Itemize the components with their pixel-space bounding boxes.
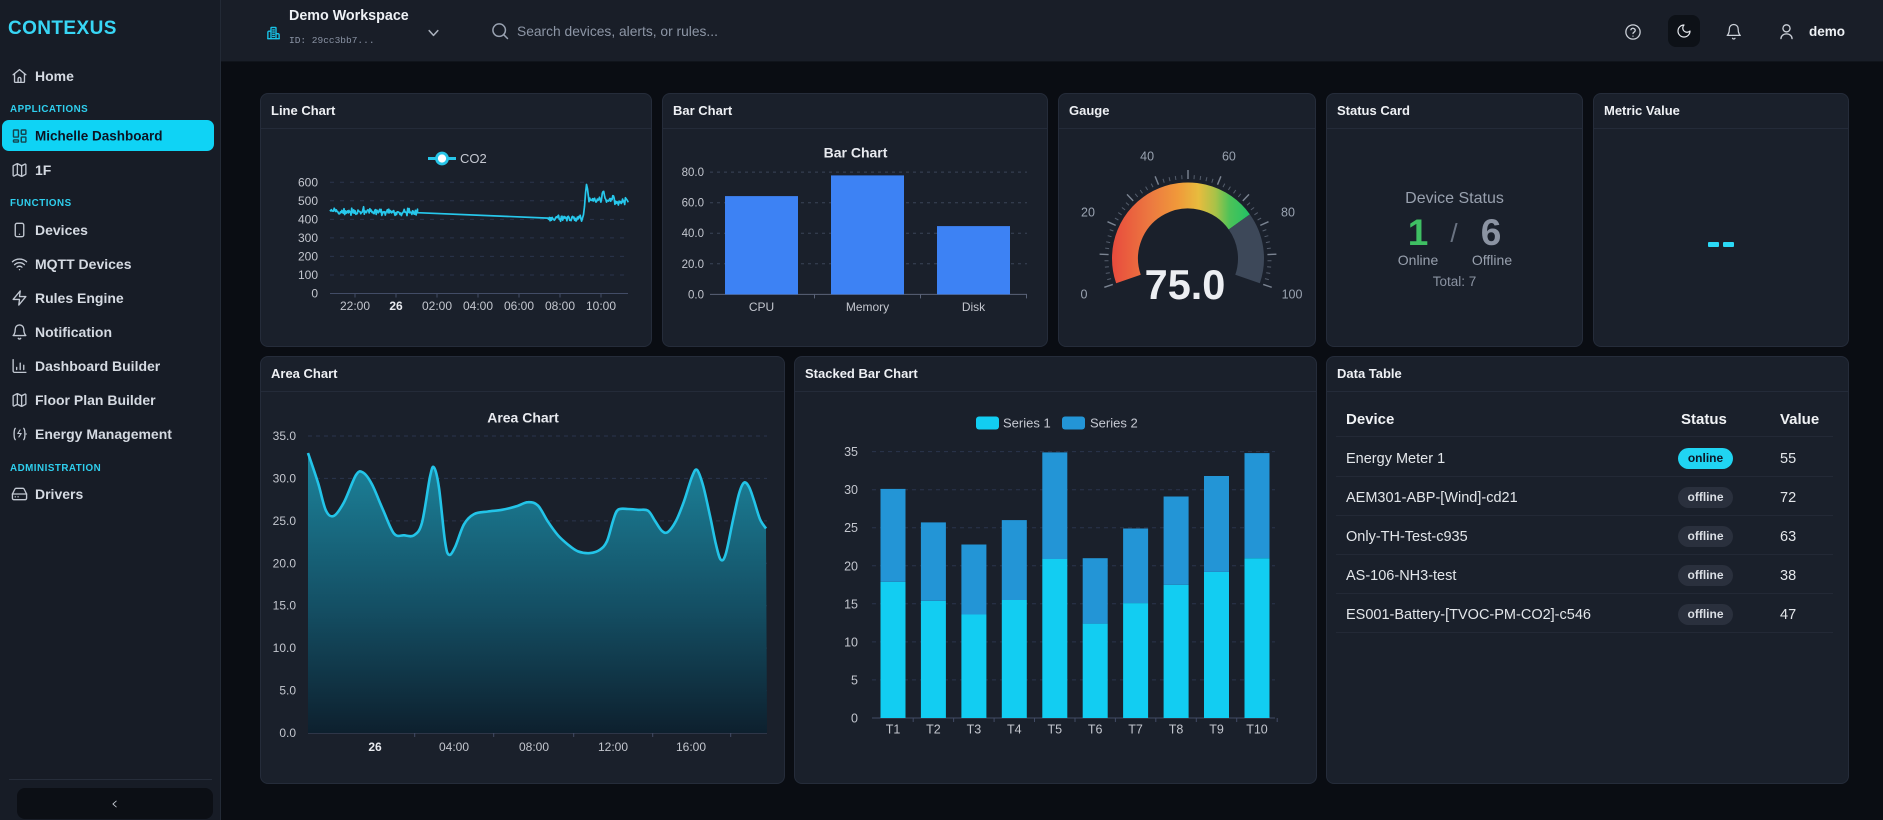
svg-text:200: 200 (298, 249, 318, 263)
svg-text:Area Chart: Area Chart (487, 410, 559, 426)
svg-text:T4: T4 (1007, 723, 1022, 737)
svg-text:30: 30 (844, 483, 858, 497)
svg-text:26: 26 (389, 299, 403, 313)
svg-text:T1: T1 (886, 723, 901, 737)
svg-text:0.0: 0.0 (688, 289, 704, 301)
svg-text:CPU: CPU (749, 300, 774, 314)
svg-text:100: 100 (1282, 287, 1303, 301)
svg-text:30.0: 30.0 (273, 471, 297, 485)
svg-text:08:00: 08:00 (519, 740, 549, 754)
svg-text:26: 26 (368, 740, 382, 754)
svg-text:Memory: Memory (846, 300, 889, 314)
svg-text:15: 15 (844, 597, 858, 611)
svg-text:300: 300 (298, 231, 318, 245)
svg-text:12:00: 12:00 (598, 740, 628, 754)
svg-text:100: 100 (298, 268, 318, 282)
svg-text:75.0: 75.0 (1145, 261, 1226, 308)
svg-text:06:00: 06:00 (504, 299, 534, 313)
svg-text:22:00: 22:00 (340, 299, 370, 313)
svg-text:04:00: 04:00 (463, 299, 493, 313)
svg-text:0.0: 0.0 (279, 726, 296, 740)
svg-text:Series 2: Series 2 (1090, 416, 1138, 431)
svg-text:16:00: 16:00 (676, 740, 706, 754)
svg-text:25.0: 25.0 (273, 514, 297, 528)
svg-text:500: 500 (298, 194, 318, 208)
svg-text:35.0: 35.0 (273, 429, 297, 443)
svg-text:T3: T3 (967, 723, 982, 737)
svg-text:CO2: CO2 (460, 151, 487, 166)
svg-text:Series 1: Series 1 (1003, 416, 1051, 431)
svg-text:25: 25 (844, 521, 858, 535)
svg-text:Disk: Disk (962, 300, 986, 314)
svg-text:T7: T7 (1128, 723, 1143, 737)
svg-text:60.0: 60.0 (682, 198, 704, 210)
svg-text:15.0: 15.0 (273, 599, 297, 613)
svg-text:0: 0 (851, 712, 858, 726)
svg-text:0: 0 (1081, 287, 1088, 301)
svg-text:600: 600 (298, 175, 318, 189)
svg-text:20: 20 (1081, 206, 1095, 220)
svg-text:10: 10 (844, 635, 858, 649)
svg-text:40.0: 40.0 (682, 228, 704, 240)
svg-text:0: 0 (311, 287, 318, 301)
svg-text:400: 400 (298, 212, 318, 226)
svg-text:80.0: 80.0 (682, 167, 704, 179)
svg-text:T2: T2 (926, 723, 941, 737)
svg-text:Bar Chart: Bar Chart (824, 145, 888, 161)
svg-text:20.0: 20.0 (682, 259, 704, 271)
svg-text:T10: T10 (1246, 723, 1268, 737)
svg-text:40: 40 (1140, 149, 1154, 163)
svg-text:02:00: 02:00 (422, 299, 452, 313)
svg-text:10:00: 10:00 (586, 299, 616, 313)
svg-text:35: 35 (844, 445, 858, 459)
svg-text:60: 60 (1222, 149, 1236, 163)
svg-text:T9: T9 (1209, 723, 1224, 737)
svg-text:20: 20 (844, 559, 858, 573)
svg-text:80: 80 (1281, 206, 1295, 220)
svg-text:08:00: 08:00 (545, 299, 575, 313)
svg-text:T5: T5 (1048, 723, 1063, 737)
svg-text:10.0: 10.0 (273, 641, 297, 655)
svg-text:5.0: 5.0 (279, 684, 296, 698)
svg-text:20.0: 20.0 (273, 556, 297, 570)
svg-text:5: 5 (851, 673, 858, 687)
svg-text:T8: T8 (1169, 723, 1184, 737)
svg-text:04:00: 04:00 (439, 740, 469, 754)
svg-text:T6: T6 (1088, 723, 1103, 737)
